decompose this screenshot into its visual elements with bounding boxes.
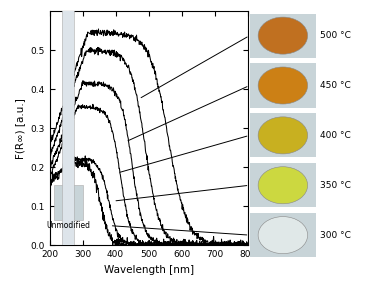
FancyBboxPatch shape: [54, 185, 83, 220]
Text: 400 °C: 400 °C: [320, 131, 351, 140]
X-axis label: Wavelength [nm]: Wavelength [nm]: [104, 264, 194, 274]
Circle shape: [62, 0, 74, 285]
Text: 300 °C: 300 °C: [320, 231, 351, 240]
Text: 450 °C: 450 °C: [320, 81, 351, 90]
Text: Unmodified: Unmodified: [46, 221, 90, 229]
Text: 350 °C: 350 °C: [320, 181, 351, 190]
Text: 500 °C: 500 °C: [320, 31, 351, 40]
Y-axis label: F(R∞) [a.u.]: F(R∞) [a.u.]: [15, 98, 25, 159]
